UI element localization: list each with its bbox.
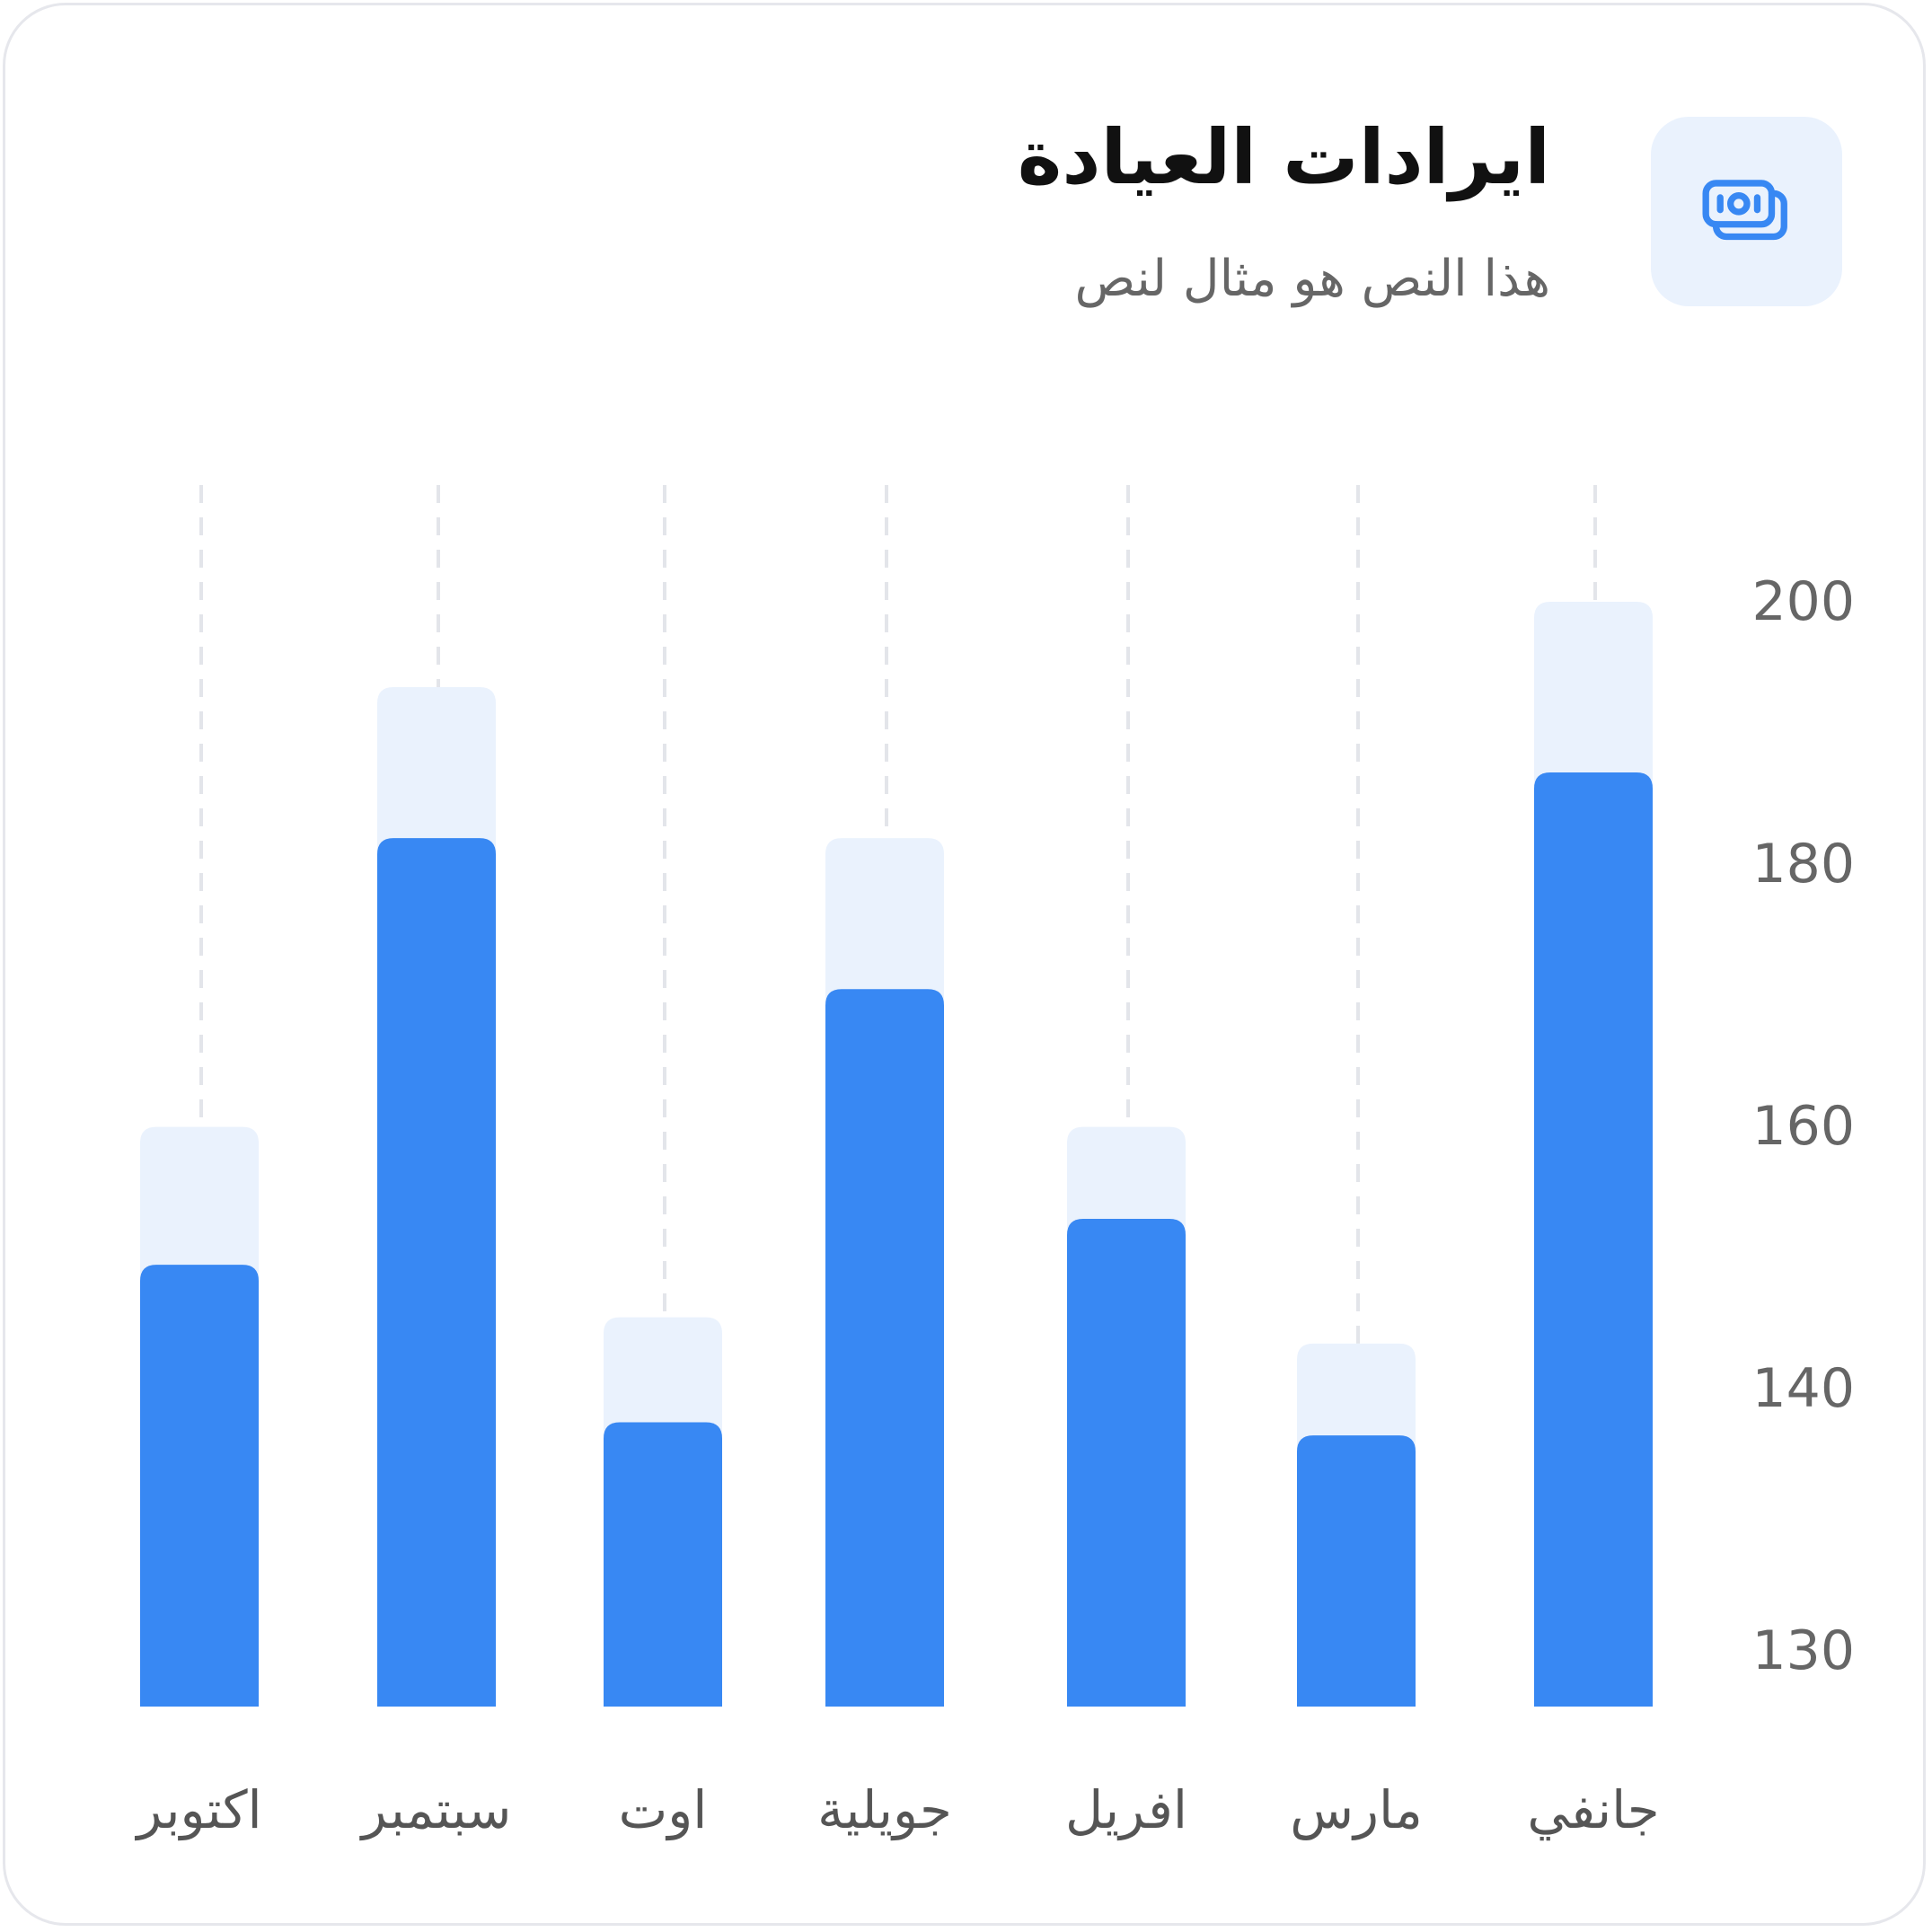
x-category-label: سبتمبر — [359, 1779, 512, 1841]
x-category-label: جويلية — [817, 1779, 952, 1841]
y-tick-label: 130 — [1751, 1619, 1855, 1682]
icon-box — [1651, 117, 1842, 306]
bar-value — [825, 989, 944, 1707]
x-category-label: اوت — [619, 1779, 708, 1841]
bar-value — [377, 838, 496, 1707]
bar-value — [1067, 1218, 1186, 1707]
y-tick-label: 200 — [1751, 570, 1855, 633]
bar-value — [604, 1422, 722, 1707]
cash-banknote-icon — [1702, 179, 1787, 240]
y-tick-label: 160 — [1751, 1095, 1855, 1158]
x-category-label: افريل — [1065, 1779, 1187, 1841]
chart-subtitle: هذا النص هو مثال لنص — [1074, 250, 1550, 308]
bar-value — [140, 1265, 259, 1707]
chart-title: ايرادات العيادة — [1017, 113, 1550, 201]
x-category-label: مارس — [1290, 1779, 1423, 1840]
bar-value — [1297, 1435, 1416, 1707]
bar-value — [1534, 772, 1653, 1707]
y-tick-label: 180 — [1751, 833, 1855, 895]
x-category-label: جانفي — [1527, 1779, 1659, 1841]
y-tick-label: 140 — [1751, 1357, 1855, 1420]
x-category-label: اكتوبر — [134, 1779, 261, 1841]
